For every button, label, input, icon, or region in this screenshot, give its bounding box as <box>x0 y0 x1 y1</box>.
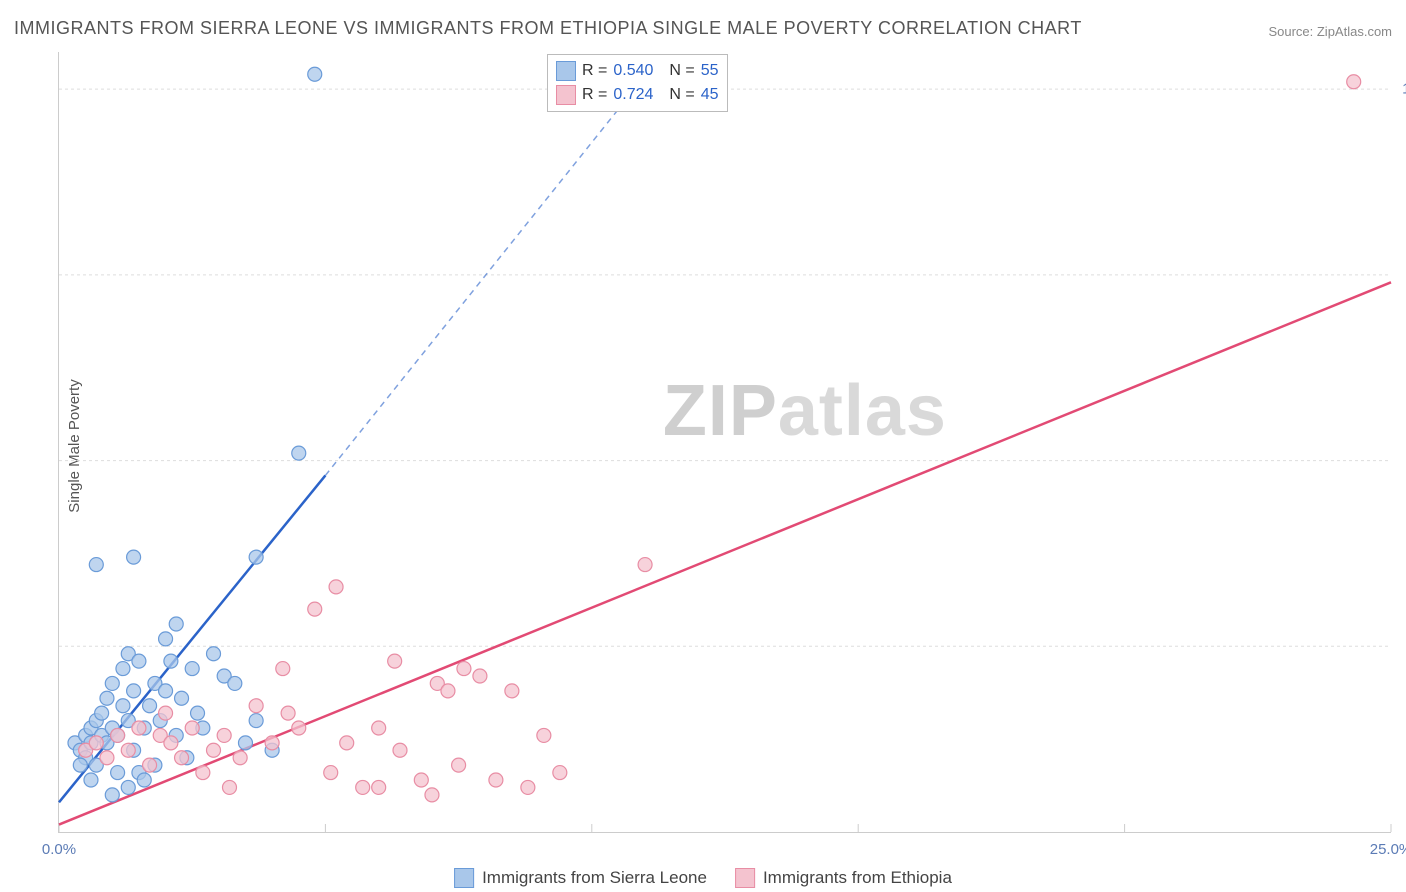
r-value-ethiopia: 0.724 <box>613 86 653 104</box>
swatch-sierra-leone-bottom <box>454 868 474 888</box>
plot-area: ZIPatlas 25.0%50.0%75.0%100.0%0.0%25.0% <box>58 52 1391 833</box>
swatch-sierra-leone <box>556 61 576 81</box>
r-value-sierra-leone: 0.540 <box>613 62 653 80</box>
n-value-ethiopia: 45 <box>701 86 719 104</box>
correlation-legend: R = 0.540 N = 55 R = 0.724 N = 45 <box>547 54 728 112</box>
n-label: N = <box>669 62 694 80</box>
n-value-sierra-leone: 55 <box>701 62 719 80</box>
legend-row-sierra-leone: R = 0.540 N = 55 <box>556 59 719 83</box>
legend-row-ethiopia: R = 0.724 N = 45 <box>556 83 719 107</box>
swatch-ethiopia <box>556 85 576 105</box>
chart-title: IMMIGRANTS FROM SIERRA LEONE VS IMMIGRAN… <box>14 18 1082 39</box>
n-label: N = <box>669 86 694 104</box>
legend-label-sierra-leone: Immigrants from Sierra Leone <box>482 868 707 888</box>
r-label: R = <box>582 86 607 104</box>
y-tick-label: 100.0% <box>1402 81 1406 98</box>
r-label: R = <box>582 62 607 80</box>
series-legend: Immigrants from Sierra Leone Immigrants … <box>454 868 952 888</box>
source-attribution: Source: ZipAtlas.com <box>1268 24 1392 39</box>
legend-label-ethiopia: Immigrants from Ethiopia <box>763 868 952 888</box>
swatch-ethiopia-bottom <box>735 868 755 888</box>
legend-item-sierra-leone: Immigrants from Sierra Leone <box>454 868 707 888</box>
chart-svg <box>59 52 1391 832</box>
legend-item-ethiopia: Immigrants from Ethiopia <box>735 868 952 888</box>
x-tick-label-right: 25.0% <box>1370 841 1406 858</box>
x-tick-label-left: 0.0% <box>42 841 76 858</box>
